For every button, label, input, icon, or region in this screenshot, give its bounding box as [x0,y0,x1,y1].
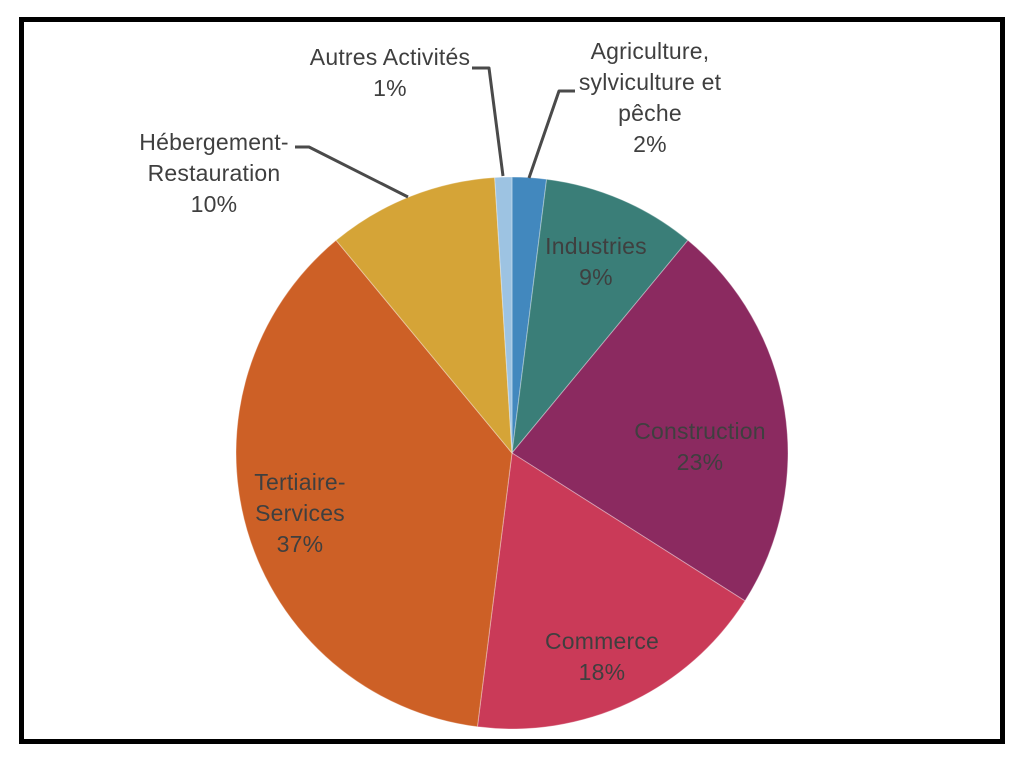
pie-label-construction: Construction 23% [615,416,785,478]
pie-slice-hebergement-restauration [335,176,513,455]
pie-slice-autres-activites [494,176,513,454]
pie-label-industries: Industries 9% [526,231,666,293]
leader-line-agriculture-sylviculture-peche [527,89,575,179]
pie-label-commerce-name: Commerce [544,628,660,654]
pie-label-agriculture-name: Agriculture, sylviculture et pêche [578,38,722,126]
pie-label-agriculture-sylviculture-peche: Agriculture, sylviculture et pêche 2% [565,36,735,160]
leader-line-autres-activites [472,66,505,177]
pie-label-autres-name: Autres Activités [309,44,471,70]
pie-label-construction-name: Construction [634,418,766,444]
pie-slice-commerce [476,452,746,730]
pie-label-tertiaire-services: Tertiaire-Services 37% [240,467,360,560]
pie-label-industries-pct: 9% [579,264,613,290]
leader-line-hebergement-restauration [295,145,409,199]
pie-slice-tertiaire-services [235,239,513,728]
pie-slice-industries [511,178,689,455]
pie-label-tertiaire-pct: 37% [276,531,324,557]
pie-label-hebergement-restauration: Hébergement-Restauration 10% [119,127,309,220]
pie-slice-construction [511,239,789,602]
pie-label-hebergement-pct: 10% [190,191,238,217]
pie-label-autres-pct: 1% [373,75,407,101]
pie-label-tertiaire-name: Tertiaire-Services [254,469,346,526]
pie-label-industries-name: Industries [545,233,647,259]
pie-label-hebergement-name: Hébergement-Restauration [139,129,289,186]
pie-label-autres-activites: Autres Activités 1% [285,42,495,104]
pie-label-commerce: Commerce 18% [527,626,677,688]
pie-label-commerce-pct: 18% [578,659,626,685]
pie-label-agriculture-pct: 2% [633,131,667,157]
pie-label-construction-pct: 23% [676,449,724,475]
